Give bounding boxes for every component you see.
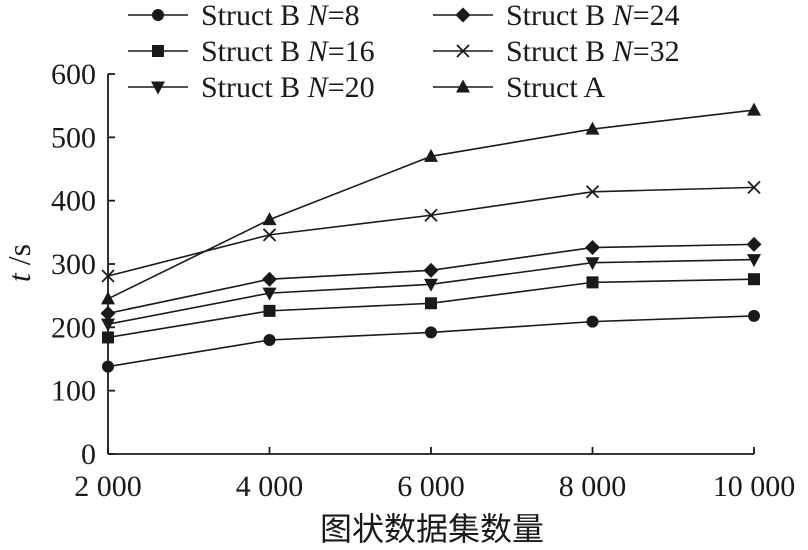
legend-label-value: =8 xyxy=(328,0,360,32)
legend-label-prefix: Struct B xyxy=(506,0,613,32)
data-point xyxy=(263,334,276,346)
legend-marker xyxy=(151,81,165,95)
legend-item: Struct B N=8 xyxy=(128,0,360,32)
x-tick-label: 4 000 xyxy=(236,470,304,503)
legend-marker xyxy=(152,9,164,21)
data-point xyxy=(585,257,600,271)
legend-label-value: =24 xyxy=(633,0,680,32)
data-point xyxy=(102,360,114,373)
data-point xyxy=(585,185,600,199)
data-point xyxy=(748,309,760,322)
data-point xyxy=(585,240,600,256)
y-tick-label: 200 xyxy=(51,311,96,344)
data-point xyxy=(424,278,438,292)
data-point xyxy=(425,326,437,339)
y-axis-title-italic: t xyxy=(1,272,37,282)
legend-label-var: N xyxy=(307,0,330,32)
legend-label: Struct B N=24 xyxy=(506,0,680,32)
data-point xyxy=(101,291,115,305)
data-point xyxy=(747,254,761,268)
y-tick-label: 300 xyxy=(51,248,96,281)
legend-marker xyxy=(455,7,471,23)
data-point xyxy=(586,276,599,289)
legend-label: Struct B N=16 xyxy=(201,35,375,68)
x-axis-title: 图状数据集数量 xyxy=(320,511,544,547)
legend-label-prefix: Struct B xyxy=(506,35,613,68)
legend-label: Struct B N=20 xyxy=(201,71,375,104)
x-tick-label: 10 000 xyxy=(713,470,796,503)
data-point xyxy=(423,262,439,278)
legend-item: Struct B N=32 xyxy=(433,35,680,68)
legend-item: Struct B N=16 xyxy=(128,35,375,68)
series-6 xyxy=(101,102,761,305)
y-tick-label: 0 xyxy=(81,438,96,471)
data-point xyxy=(263,304,276,317)
data-point xyxy=(747,180,761,195)
data-point xyxy=(100,305,116,321)
data-point xyxy=(262,212,277,226)
legend-label: Struct B N=8 xyxy=(201,0,360,32)
data-point xyxy=(424,208,438,222)
axes: 0 100 200 300 400 500 600 2 000 4 000 6 000 8 000 1… xyxy=(51,58,795,503)
y-tick-label: 500 xyxy=(51,121,96,154)
legend-marker xyxy=(456,44,470,58)
legend-item: Struct B N=24 xyxy=(433,0,680,32)
data-point xyxy=(262,271,277,287)
data-point xyxy=(102,331,114,344)
series-2 xyxy=(100,236,762,321)
series-line xyxy=(107,315,755,368)
data-point xyxy=(424,148,438,162)
legend-label: Struct A xyxy=(506,71,606,104)
y-tick-label: 600 xyxy=(51,58,96,91)
legend-label-value: =16 xyxy=(328,35,375,68)
series-4 xyxy=(101,180,761,283)
x-tick-label: 2 000 xyxy=(74,470,142,503)
legend-label-prefix: Struct B xyxy=(201,0,308,32)
x-tick-label: 6 000 xyxy=(397,470,465,503)
legend-label-value: =32 xyxy=(633,35,680,68)
legend-label-var: N xyxy=(307,35,330,68)
legend-label-prefix: Struct B xyxy=(201,71,308,104)
x-tick-label: 8 000 xyxy=(559,470,627,503)
legend-label: Struct B N=32 xyxy=(506,35,680,68)
series-layer xyxy=(100,102,762,373)
data-point xyxy=(585,121,600,135)
series-5 xyxy=(101,254,761,332)
series-1 xyxy=(102,309,760,373)
data-point xyxy=(101,318,115,332)
legend-item: Struct B N=20 xyxy=(128,71,375,104)
y-tick-label: 100 xyxy=(51,375,96,408)
legend-marker xyxy=(456,79,470,93)
data-point xyxy=(748,273,760,286)
legend-label-value: =20 xyxy=(328,71,375,104)
data-point xyxy=(101,269,115,283)
data-point xyxy=(262,287,277,301)
series-3 xyxy=(102,273,760,344)
data-point xyxy=(262,228,277,242)
legend-label-var: N xyxy=(612,0,635,32)
data-point xyxy=(746,236,762,252)
data-point xyxy=(425,297,437,310)
data-point xyxy=(747,102,761,116)
legend-marker xyxy=(152,45,164,57)
y-axis-title: t /s xyxy=(1,244,37,282)
legend-item: Struct A xyxy=(433,71,606,104)
legend-label-prefix: Struct B xyxy=(201,35,308,68)
legend-label-prefix: Struct A xyxy=(506,71,606,104)
data-point xyxy=(586,315,599,328)
y-axis-title-unit: /s xyxy=(1,244,37,273)
legend-label-var: N xyxy=(612,35,635,68)
legend-label-var: N xyxy=(307,71,330,104)
y-tick-label: 400 xyxy=(51,185,96,218)
series-line xyxy=(107,186,755,277)
